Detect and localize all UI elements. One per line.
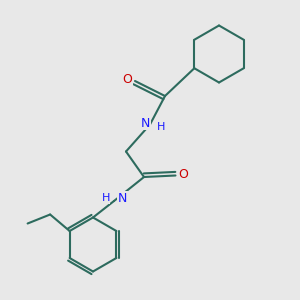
Text: H: H bbox=[157, 122, 166, 132]
Text: H: H bbox=[101, 193, 110, 203]
Text: O: O bbox=[123, 73, 132, 86]
Text: N: N bbox=[141, 116, 150, 130]
Text: N: N bbox=[118, 191, 127, 205]
Text: O: O bbox=[178, 167, 188, 181]
